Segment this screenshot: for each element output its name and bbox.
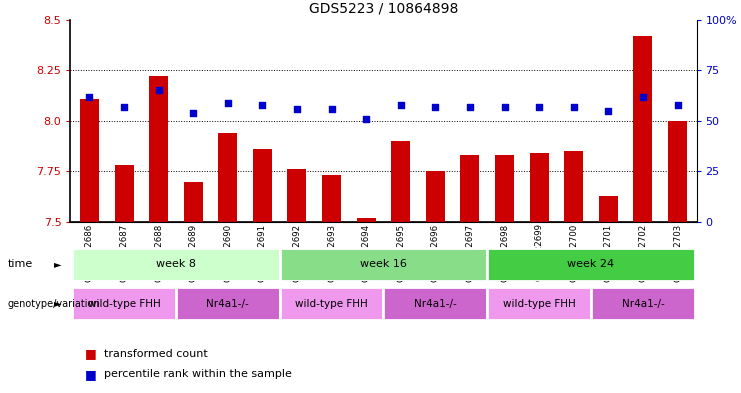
Point xyxy=(291,106,303,112)
Bar xyxy=(356,218,376,222)
Bar xyxy=(488,248,695,281)
Text: time: time xyxy=(7,259,33,269)
Point xyxy=(464,103,476,110)
Text: transformed count: transformed count xyxy=(104,349,207,359)
Bar xyxy=(591,287,695,320)
Bar xyxy=(72,287,176,320)
Bar xyxy=(564,151,583,222)
Bar xyxy=(391,141,411,222)
Bar xyxy=(279,248,488,281)
Point xyxy=(568,103,579,110)
Point xyxy=(187,110,199,116)
Bar xyxy=(495,155,514,222)
Text: wild-type FHH: wild-type FHH xyxy=(502,299,576,309)
Text: ■: ■ xyxy=(85,367,97,381)
Text: week 16: week 16 xyxy=(360,259,407,269)
Bar xyxy=(383,287,488,320)
Text: wild-type FHH: wild-type FHH xyxy=(87,299,160,309)
Point xyxy=(637,94,649,100)
Point xyxy=(671,101,683,108)
Text: wild-type FHH: wild-type FHH xyxy=(295,299,368,309)
Bar xyxy=(599,196,618,222)
Bar xyxy=(322,176,341,222)
Text: Nr4a1-/-: Nr4a1-/- xyxy=(207,299,249,309)
Point xyxy=(499,103,511,110)
Text: ►: ► xyxy=(54,259,62,269)
Point xyxy=(222,99,233,106)
Bar xyxy=(72,248,279,281)
Bar xyxy=(184,182,203,222)
Text: ►: ► xyxy=(54,299,62,309)
Bar xyxy=(80,99,99,222)
Text: percentile rank within the sample: percentile rank within the sample xyxy=(104,369,292,379)
Point xyxy=(360,116,372,122)
Point xyxy=(430,103,442,110)
Bar xyxy=(426,171,445,222)
Bar xyxy=(668,121,687,222)
Bar xyxy=(253,149,272,222)
Point xyxy=(118,103,130,110)
Bar xyxy=(219,133,237,222)
Point xyxy=(84,94,96,100)
Bar xyxy=(279,287,383,320)
Text: Nr4a1-/-: Nr4a1-/- xyxy=(414,299,456,309)
Bar xyxy=(149,76,168,222)
Point xyxy=(325,106,337,112)
Bar xyxy=(460,155,479,222)
Point xyxy=(256,101,268,108)
Text: ■: ■ xyxy=(85,347,97,360)
Bar xyxy=(488,287,591,320)
Text: week 8: week 8 xyxy=(156,259,196,269)
Point xyxy=(153,87,165,94)
Bar xyxy=(176,287,279,320)
Text: genotype/variation: genotype/variation xyxy=(7,299,100,309)
Point xyxy=(395,101,407,108)
Point xyxy=(602,108,614,114)
Text: Nr4a1-/-: Nr4a1-/- xyxy=(622,299,664,309)
Bar xyxy=(530,153,548,222)
Title: GDS5223 / 10864898: GDS5223 / 10864898 xyxy=(309,2,458,16)
Point xyxy=(534,103,545,110)
Text: week 24: week 24 xyxy=(568,259,614,269)
Bar xyxy=(115,165,133,222)
Bar xyxy=(634,36,652,222)
Bar xyxy=(288,169,307,222)
